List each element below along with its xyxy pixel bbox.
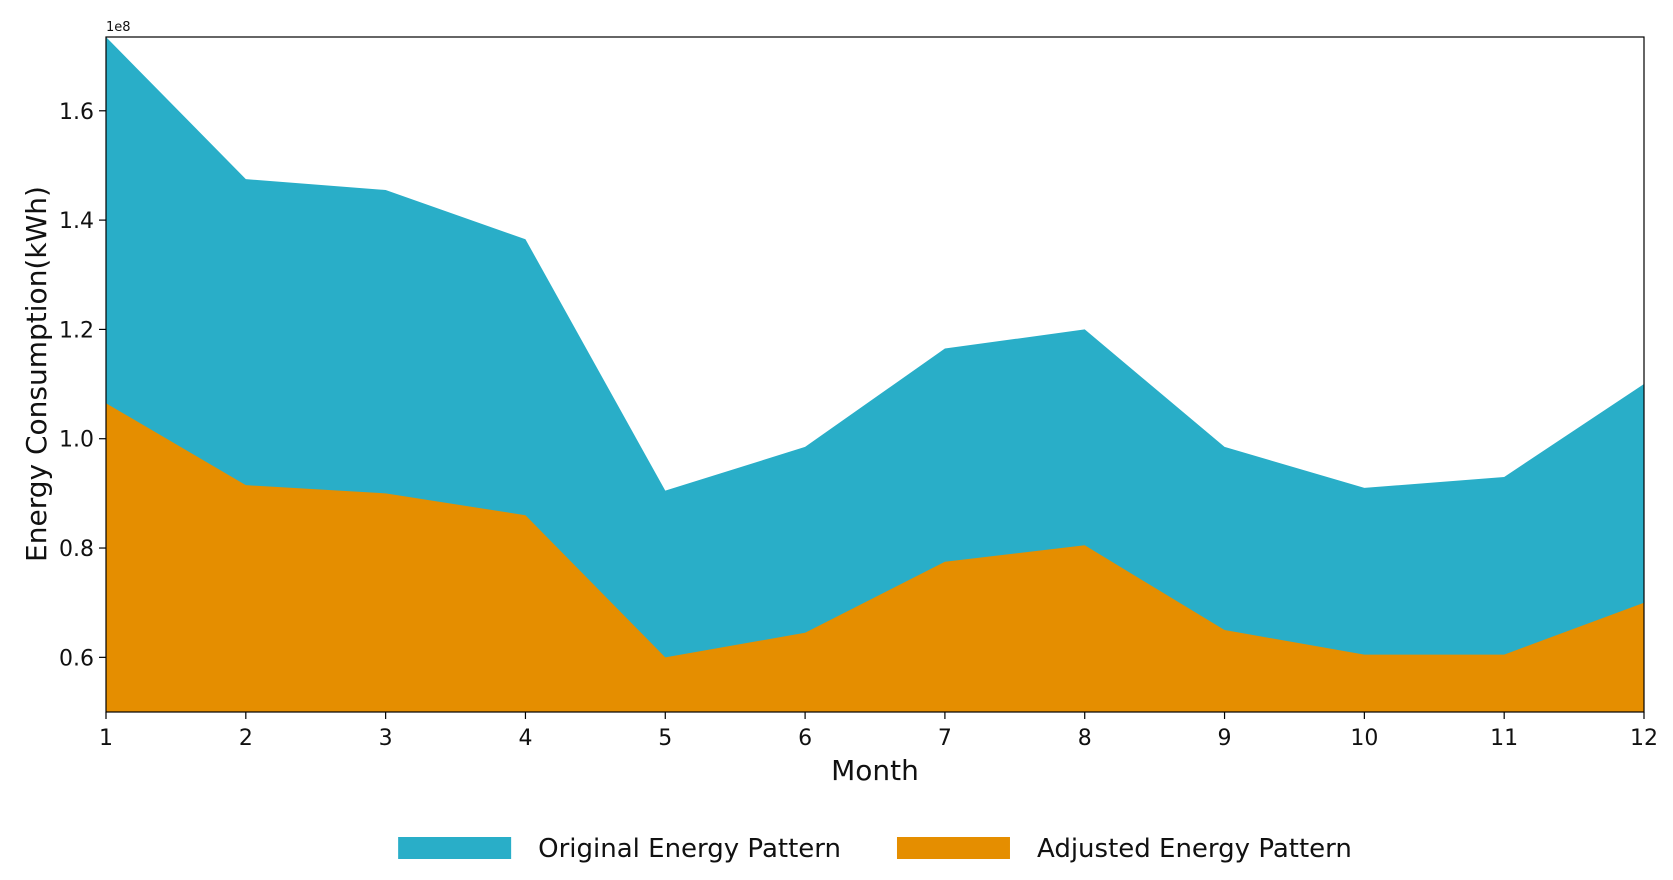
area-series-2 [106, 403, 1644, 712]
x-tick-label: 12 [1630, 726, 1658, 751]
x-tick-label: 1 [99, 726, 113, 751]
y-tick-label: 0.6 [59, 646, 94, 671]
x-tick-label: 9 [1218, 726, 1232, 751]
x-tick-label: 6 [798, 726, 812, 751]
areas-layer [106, 37, 1644, 712]
y-axis-offset-label: 1e8 [106, 20, 131, 35]
x-tick-label: 2 [239, 726, 253, 751]
y-axis-label: Energy Consumption(kWh) [20, 186, 53, 562]
y-tick-label: 1.6 [59, 100, 94, 125]
x-tick-label: 4 [518, 726, 532, 751]
x-axis-label: Month [831, 754, 919, 787]
y-tick-label: 1.0 [59, 428, 94, 453]
legend-label-2: Adjusted Energy Pattern [1037, 834, 1352, 864]
legend-label-1: Original Energy Pattern [538, 834, 841, 864]
x-tick-label: 11 [1490, 726, 1518, 751]
legend-swatch-1 [398, 837, 512, 859]
x-tick-label: 3 [379, 726, 393, 751]
x-axis: 1 2 3 4 5 6 7 8 9 10 11 12 [99, 712, 1658, 751]
y-tick-label: 1.2 [59, 318, 94, 343]
y-axis: 0.6 0.8 1.0 1.2 1.4 1.6 [59, 100, 106, 671]
y-tick-label: 1.4 [59, 209, 94, 234]
y-tick-label: 0.8 [59, 537, 94, 562]
x-tick-label: 10 [1350, 726, 1378, 751]
legend: Original Energy Pattern Adjusted Energy P… [398, 834, 1352, 864]
x-tick-label: 7 [938, 726, 952, 751]
legend-swatch-2 [896, 837, 1010, 859]
x-tick-label: 8 [1078, 726, 1092, 751]
x-tick-label: 5 [658, 726, 672, 751]
plot-frame [105, 36, 1645, 713]
